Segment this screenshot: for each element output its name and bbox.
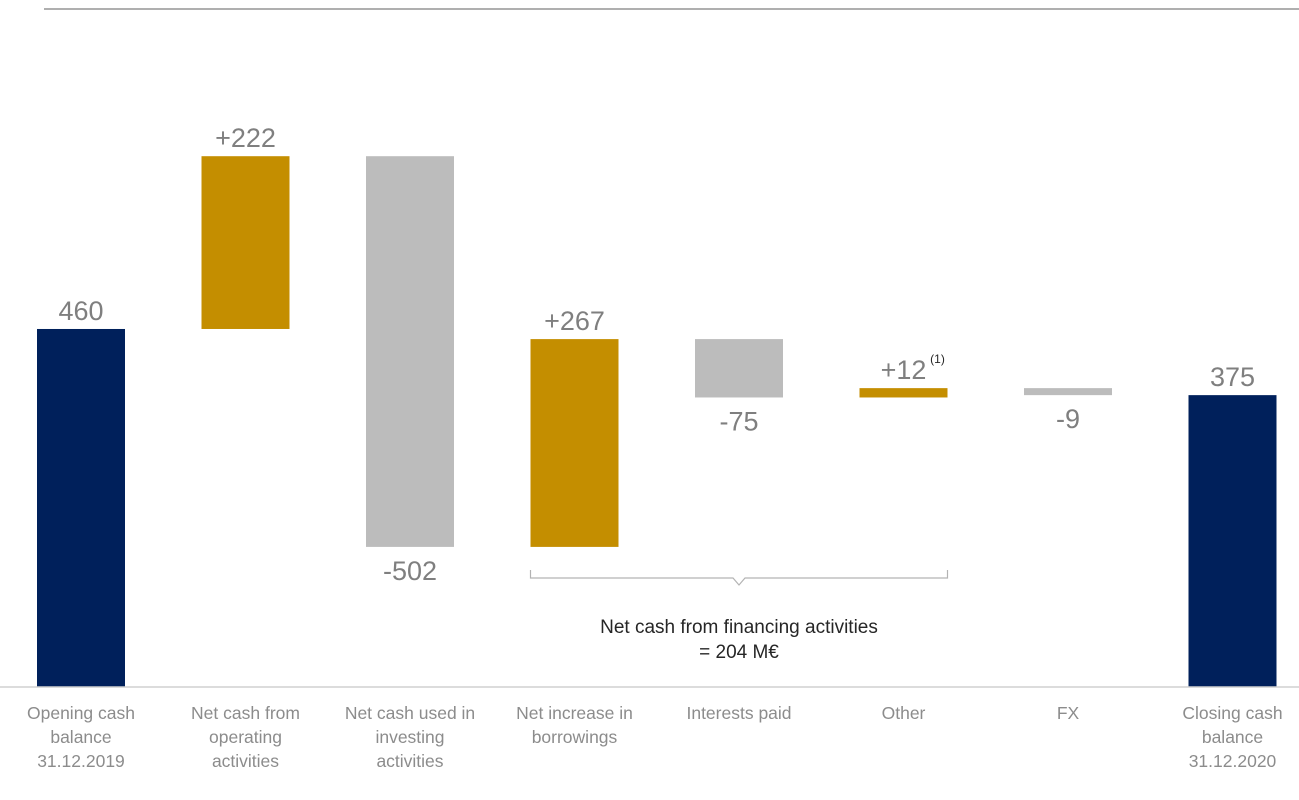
value-label-7: 375 <box>1210 362 1255 392</box>
labels-group: 460 +222 -502 +267 -75 +12 (1) -9 375 Opening cas… <box>27 123 1283 771</box>
category-label-2: activities <box>376 751 443 771</box>
value-label-6: -9 <box>1056 404 1080 434</box>
category-label-7: Closing cash <box>1182 703 1282 723</box>
bar-3 <box>530 339 619 547</box>
category-label-0: Opening cash <box>27 703 135 723</box>
value-label-2: -502 <box>383 556 437 586</box>
bars-group <box>37 156 1277 687</box>
footnote-marker: (1) <box>930 352 945 366</box>
value-label-5: +12 <box>881 355 927 385</box>
category-label-2: Net cash used in <box>345 703 475 723</box>
value-label-1: +222 <box>215 123 276 153</box>
bar-5 <box>859 388 948 398</box>
bar-1 <box>201 156 290 329</box>
category-label-2: investing <box>375 727 444 747</box>
category-label-1: activities <box>212 751 279 771</box>
bar-6 <box>1024 388 1112 396</box>
bar-4 <box>695 339 783 398</box>
bar-2 <box>366 156 454 547</box>
category-label-5: Other <box>882 703 926 723</box>
category-label-1: operating <box>209 727 282 747</box>
category-label-6: FX <box>1057 703 1080 723</box>
value-label-0: 460 <box>58 296 103 326</box>
category-label-7: balance <box>1202 727 1263 747</box>
category-label-0: balance <box>50 727 111 747</box>
category-label-4: Interests paid <box>686 703 791 723</box>
bracket-note-0: Net cash from financing activities <box>600 617 878 638</box>
bar-7 <box>1188 395 1277 687</box>
bracket-note-1: = 204 M€ <box>699 642 779 663</box>
category-label-1: Net cash from <box>191 703 300 723</box>
bar-0 <box>37 328 125 687</box>
category-label-3: Net increase in <box>516 703 633 723</box>
category-label-0: 31.12.2019 <box>37 751 125 771</box>
category-label-7: 31.12.2020 <box>1189 751 1277 771</box>
value-label-4: -75 <box>719 406 758 436</box>
financing-bracket <box>529 570 949 586</box>
value-label-3: +267 <box>544 306 605 336</box>
category-label-3: borrowings <box>532 727 618 747</box>
